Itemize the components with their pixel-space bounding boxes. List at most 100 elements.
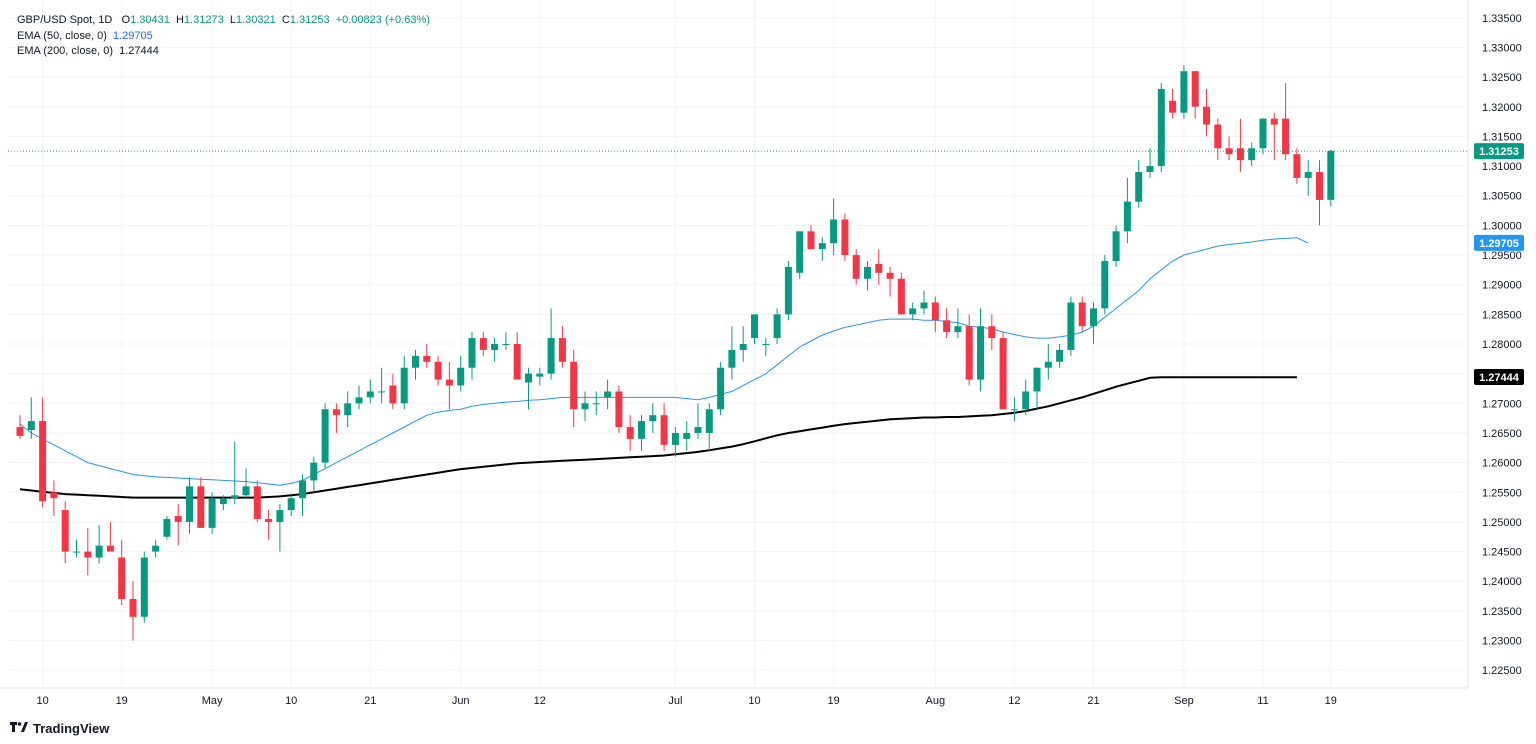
- candle-up: [728, 349, 736, 368]
- candle-up: [208, 498, 216, 528]
- candle-up: [1259, 118, 1267, 149]
- x-tick-label: 10: [36, 695, 48, 707]
- x-tick-label: 19: [1325, 695, 1337, 707]
- candle-up: [355, 397, 363, 404]
- candle-up: [1022, 391, 1030, 410]
- candle-down: [852, 255, 860, 279]
- x-tick-label: 11: [1257, 695, 1268, 707]
- candle-up: [140, 557, 148, 617]
- legend-ema200-row[interactable]: EMA (200, close, 0) 1.27444: [17, 44, 430, 60]
- y-tick-label: 1.23500: [1482, 606, 1522, 618]
- open-label: O: [121, 14, 131, 26]
- candle-up: [1090, 308, 1097, 327]
- candle-down: [479, 338, 487, 350]
- ema50-badge: [1474, 234, 1524, 251]
- x-tick-label: 10: [285, 695, 297, 707]
- candle-up: [796, 231, 804, 273]
- x-tick-label: 19: [827, 695, 839, 707]
- x-tick-label: 12: [534, 695, 546, 707]
- ema200-value: 1.27444: [119, 45, 159, 57]
- y-tick-label: 1.32500: [1482, 72, 1522, 84]
- x-tick-label: Jul: [668, 695, 682, 707]
- candle-down: [1191, 71, 1199, 107]
- candle-up: [186, 486, 193, 522]
- candle-up: [231, 495, 239, 499]
- candle-up: [1157, 88, 1165, 167]
- candle-up: [491, 344, 499, 350]
- x-tick-label: Sep: [1174, 695, 1194, 707]
- tradingview-logo[interactable]: TradingView: [10, 720, 109, 736]
- y-tick-label: 1.25500: [1482, 487, 1522, 499]
- candle-down: [61, 510, 69, 552]
- candle-down: [897, 278, 905, 315]
- low-value: 1.30321: [235, 14, 276, 26]
- candle-down: [807, 231, 815, 250]
- x-tick-label: May: [202, 695, 223, 707]
- candle-up: [717, 367, 725, 410]
- candle-up: [830, 219, 838, 244]
- candle-down: [1316, 172, 1323, 200]
- y-tick-label: 1.33000: [1482, 42, 1522, 54]
- candle-down: [389, 385, 397, 404]
- y-tick-label: 1.32000: [1482, 102, 1522, 114]
- candle-down: [106, 545, 114, 552]
- candle-down: [988, 326, 996, 339]
- candle-up: [163, 518, 171, 537]
- ema50-label: EMA (50, close, 0): [17, 29, 107, 42]
- ema50-value: 1.29705: [113, 29, 153, 42]
- candle-up: [73, 551, 80, 553]
- y-tick-label: 1.23000: [1482, 636, 1522, 648]
- candle-down: [513, 344, 521, 380]
- candle-up: [1112, 231, 1120, 261]
- candle-up: [1135, 172, 1143, 202]
- candle-down: [1214, 124, 1222, 149]
- ema50-badge-label: 1.29705: [1479, 238, 1519, 250]
- x-tick-label: 21: [1087, 695, 1099, 707]
- tradingview-logo-icon: [10, 720, 28, 736]
- candle-down: [39, 421, 47, 502]
- candle-up: [592, 403, 600, 405]
- y-tick-label: 1.26500: [1482, 428, 1522, 440]
- candle-up: [864, 266, 871, 279]
- candle-up: [784, 266, 792, 315]
- candle-up: [502, 344, 510, 345]
- candle-down: [558, 338, 566, 362]
- candle-up: [1248, 148, 1256, 161]
- change-value: +0.00823 (+0.63%): [335, 14, 430, 26]
- y-tick-label: 1.24500: [1482, 547, 1522, 559]
- candle-up: [751, 314, 758, 339]
- candle-down: [84, 551, 92, 558]
- y-tick-label: 1.26000: [1482, 458, 1522, 470]
- candle-down: [1270, 118, 1278, 125]
- candle-up: [344, 403, 352, 416]
- candle-up: [1010, 409, 1018, 411]
- legend-ema50-row[interactable]: EMA (50, close, 0) 1.29705: [17, 29, 430, 45]
- candle-down: [332, 409, 340, 416]
- candle-up: [219, 498, 227, 505]
- candle-down: [841, 219, 849, 256]
- candle-down: [943, 320, 951, 333]
- symbol-label[interactable]: GBP/USD Spot, 1D: [17, 14, 113, 26]
- candle-down: [445, 379, 453, 386]
- candle-down: [886, 272, 894, 279]
- candle-up: [954, 326, 962, 333]
- candle-up: [378, 391, 386, 393]
- candle-up: [581, 403, 589, 410]
- candle-up: [920, 302, 928, 309]
- candle-up: [1146, 166, 1154, 172]
- y-tick-label: 1.24000: [1482, 576, 1522, 588]
- candle-up: [762, 344, 770, 345]
- candle-up: [321, 409, 329, 463]
- candle-up: [1044, 361, 1052, 368]
- candle-up: [95, 545, 103, 558]
- candle-down: [434, 361, 442, 380]
- candle-up: [525, 373, 532, 383]
- candle-up: [773, 314, 781, 339]
- candle-down: [615, 391, 623, 428]
- y-tick-label: 1.31500: [1482, 131, 1522, 143]
- high-label: H: [176, 14, 184, 26]
- x-tick-label: 21: [364, 695, 376, 707]
- candle-up: [547, 338, 555, 374]
- candle-up: [705, 409, 713, 433]
